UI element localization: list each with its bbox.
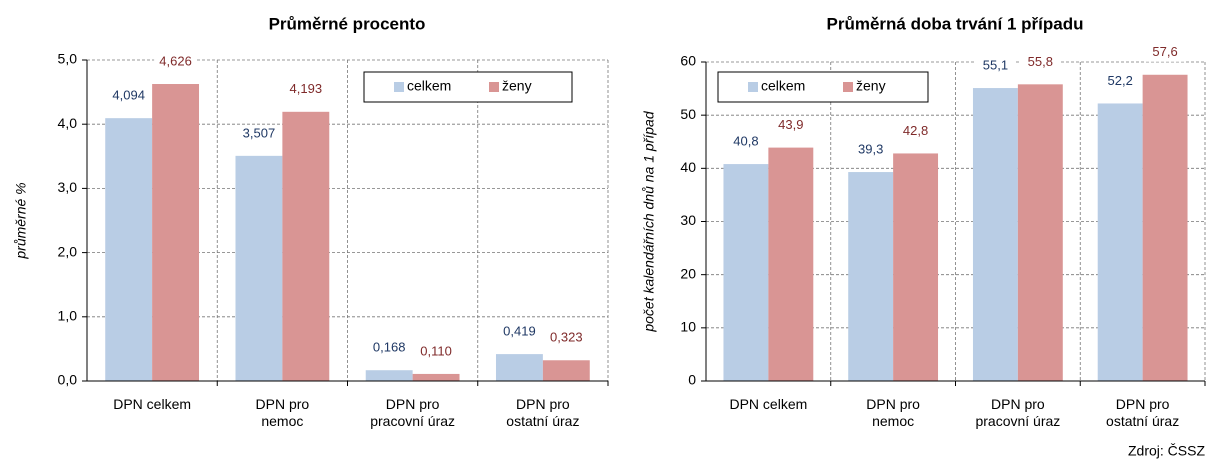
y-axis-label: počet kalendářních dnů na 1 případ (641, 110, 657, 332)
value-label-bg (1099, 72, 1141, 91)
x-tick-label-box: DPN pro pracovní úraz (975, 396, 1061, 429)
bar (1017, 84, 1063, 381)
legend-label: celkem (761, 78, 805, 94)
value-label-bg (107, 87, 151, 106)
value-label: 4,094 (112, 88, 145, 103)
value-label-bg (895, 122, 937, 141)
x-tick-label-box: DPN celkem (113, 396, 192, 412)
y-tick-label: 50 (680, 106, 696, 122)
bar (768, 147, 814, 381)
value-label: 39,3 (858, 141, 883, 156)
y-tick-label: 3,0 (58, 179, 78, 195)
value-label: 0,419 (503, 324, 536, 339)
y-tick-label: 20 (680, 265, 696, 281)
x-tick-label: DPN celkem (729, 396, 808, 412)
value-label: 52,2 (1108, 73, 1133, 88)
source: Zdroj: ČSSZ (1128, 443, 1205, 459)
value-label: 55,8 (1028, 54, 1053, 69)
value-label-bg (414, 342, 458, 361)
value-label-bg (974, 57, 1016, 76)
value-label: 43,9 (778, 117, 803, 132)
legend-swatch (748, 82, 758, 92)
y-axis-label: průměrné % (13, 182, 29, 259)
x-tick-label: DPN pro nemoc (866, 396, 920, 429)
y-tick-label: 4,0 (58, 115, 78, 131)
value-label-bg (1144, 43, 1186, 62)
value-label-bg (497, 323, 541, 342)
legend-label: ženy (856, 78, 886, 94)
y-tick-label: 2,0 (58, 243, 78, 259)
value-label-bg (725, 133, 767, 152)
bar (893, 153, 939, 381)
value-label: 4,626 (159, 53, 192, 68)
legend-label: celkem (407, 78, 451, 94)
x-tick-label-box: DPN pro nemoc (255, 396, 310, 429)
value-label-bg (237, 124, 281, 143)
y-tick-label: 30 (680, 212, 696, 228)
value-label: 55,1 (983, 57, 1008, 72)
legend-swatch (489, 82, 499, 92)
value-label: 3,507 (243, 125, 276, 140)
bar (365, 370, 413, 381)
bar (235, 155, 283, 381)
y-tick-label: 5,0 (58, 51, 78, 67)
bar (1142, 74, 1188, 381)
y-tick-label: 1,0 (58, 308, 78, 324)
bar (495, 354, 543, 381)
value-label-bg (544, 329, 588, 348)
bar (723, 164, 769, 381)
value-label-bg (1019, 53, 1061, 72)
x-tick-label: DPN celkem (113, 396, 192, 412)
bar (105, 118, 153, 382)
legend-swatch (843, 82, 853, 92)
x-tick-label-box: DPN celkem (729, 396, 808, 412)
x-tick-label: DPN pro ostatní úraz (1106, 396, 1180, 429)
value-label: 0,168 (373, 340, 406, 355)
chart-title: Průměrné procento (269, 14, 426, 33)
value-label: 4,193 (290, 81, 323, 96)
x-tick-label-box: DPN pro nemoc (866, 396, 920, 429)
value-label: 57,6 (1152, 44, 1177, 59)
value-label-bg (770, 116, 812, 135)
x-tick-label: DPN pro pracovní úraz (370, 396, 456, 429)
legend-label: ženy (502, 78, 532, 94)
y-tick-label: 10 (680, 319, 696, 335)
value-label-bg (154, 53, 198, 72)
bar (1097, 103, 1143, 381)
x-tick-label: DPN pro ostatní úraz (506, 396, 580, 429)
bar (972, 88, 1018, 381)
value-label: 0,110 (420, 343, 452, 358)
legend-swatch (394, 82, 404, 92)
x-tick-label: DPN pro nemoc (255, 396, 310, 429)
chart-title: Průměrná doba trvání 1 případu (827, 14, 1084, 33)
bar (542, 360, 590, 381)
value-label-bg (367, 339, 411, 358)
x-tick-label-box: DPN pro ostatní úraz (506, 396, 580, 429)
y-tick-label: 0 (688, 372, 696, 388)
value-label: 40,8 (733, 134, 758, 149)
bar (412, 373, 460, 381)
y-tick-label: 60 (680, 53, 696, 69)
x-tick-label-box: DPN pro ostatní úraz (1106, 396, 1180, 429)
bar (152, 84, 200, 381)
y-tick-label: 40 (680, 159, 696, 175)
y-tick-label: 0,0 (58, 372, 78, 388)
x-tick-label-box: DPN pro pracovní úraz (370, 396, 456, 429)
value-label-bg (284, 80, 328, 99)
bar (848, 172, 894, 381)
x-tick-label: DPN pro pracovní úraz (975, 396, 1061, 429)
value-label: 0,323 (550, 330, 583, 345)
bar (282, 111, 330, 382)
value-label: 42,8 (903, 123, 928, 138)
value-label-bg (850, 141, 892, 160)
